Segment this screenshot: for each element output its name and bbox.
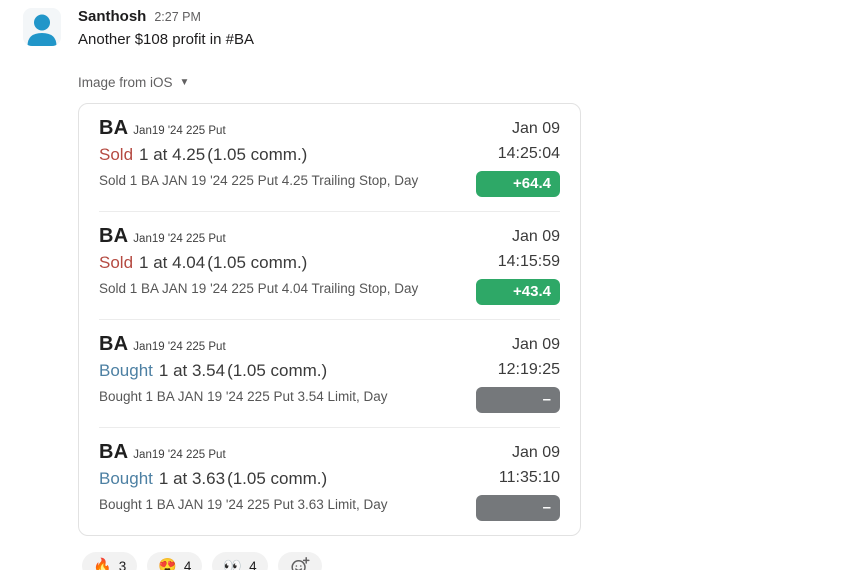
heart-eyes-emoji: 😍 bbox=[158, 557, 177, 570]
order-description: Bought 1 BA JAN 19 '24 225 Put 3.63 Limi… bbox=[99, 497, 388, 512]
trade-time: 14:15:59 bbox=[497, 253, 560, 270]
trade-time: 11:35:10 bbox=[498, 469, 560, 486]
reactions-bar: 🔥 3 😍 4 👀 4 bbox=[82, 552, 842, 570]
attachment-header: Image from iOS ▼ bbox=[78, 75, 581, 90]
message-timestamp[interactable]: 2:27 PM bbox=[154, 10, 201, 24]
message-text: Another $108 profit in #BA bbox=[78, 31, 254, 48]
trade-fill: 1 at 3.63 bbox=[158, 468, 226, 488]
trade-commission: (1.05 comm.) bbox=[207, 252, 308, 272]
reaction-count: 4 bbox=[183, 558, 192, 570]
trade-fill: 1 at 4.25 bbox=[139, 144, 206, 164]
slack-message: Santhosh 2:27 PM Another $108 profit in … bbox=[23, 8, 581, 536]
order-description: Sold 1 BA JAN 19 '24 225 Put 4.04 Traili… bbox=[99, 281, 419, 296]
message-header: Santhosh 2:27 PM bbox=[78, 8, 581, 26]
trade-date: Jan 09 bbox=[511, 120, 560, 137]
contract-name: Jan19 '24 225 Put bbox=[133, 233, 226, 245]
attachment-filename[interactable]: Image from iOS bbox=[78, 75, 173, 90]
trade-row: BA Jan19 '24 225 Put Bought 1 at 3.54 (1… bbox=[99, 319, 560, 427]
trade-row: BA Jan19 '24 225 Put Sold 1 at 4.25 (1.0… bbox=[99, 104, 560, 211]
trade-date: Jan 09 bbox=[511, 336, 560, 353]
trade-time: 14:25:04 bbox=[497, 145, 560, 162]
reaction-heart-eyes[interactable]: 😍 4 bbox=[147, 552, 203, 570]
trade-action: Bought bbox=[99, 360, 153, 380]
trade-commission: (1.05 comm.) bbox=[207, 144, 308, 164]
author-name[interactable]: Santhosh bbox=[78, 8, 147, 25]
trade-date: Jan 09 bbox=[511, 444, 560, 461]
pnl-badge: +43.4 bbox=[476, 279, 560, 305]
trade-fill: 1 at 4.04 bbox=[139, 252, 206, 272]
trade-fill: 1 at 3.54 bbox=[158, 360, 226, 380]
eyes-emoji: 👀 bbox=[223, 557, 243, 570]
reaction-count: 4 bbox=[249, 558, 257, 570]
pnl-badge: – bbox=[476, 495, 560, 521]
order-description: Sold 1 BA JAN 19 '24 225 Put 4.25 Traili… bbox=[99, 173, 419, 188]
avatar[interactable] bbox=[23, 8, 61, 46]
ticker-symbol: BA bbox=[99, 117, 129, 139]
ticker-symbol: BA bbox=[99, 441, 129, 463]
trade-commission: (1.05 comm.) bbox=[227, 468, 328, 488]
trade-action: Sold bbox=[99, 252, 134, 272]
fire-emoji: 🔥 bbox=[93, 557, 112, 570]
ticker-symbol: BA bbox=[99, 225, 129, 247]
contract-name: Jan19 '24 225 Put bbox=[133, 125, 226, 137]
contract-name: Jan19 '24 225 Put bbox=[133, 341, 226, 353]
order-description: Bought 1 BA JAN 19 '24 225 Put 3.54 Limi… bbox=[99, 389, 388, 404]
contract-name: Jan19 '24 225 Put bbox=[133, 449, 226, 461]
pnl-badge: – bbox=[476, 387, 560, 413]
attachment-image-trade-card[interactable]: BA Jan19 '24 225 Put Sold 1 at 4.25 (1.0… bbox=[78, 103, 581, 536]
trade-date: Jan 09 bbox=[511, 228, 560, 245]
add-reaction-button[interactable] bbox=[277, 552, 322, 570]
trade-action: Sold bbox=[99, 144, 134, 164]
reaction-count: 3 bbox=[118, 558, 127, 570]
reaction-fire[interactable]: 🔥 3 bbox=[82, 552, 138, 570]
reaction-eyes[interactable]: 👀 4 bbox=[212, 552, 268, 570]
add-reaction-icon bbox=[291, 557, 310, 570]
ticker-symbol: BA bbox=[99, 333, 129, 355]
trade-commission: (1.05 comm.) bbox=[227, 360, 328, 380]
chevron-down-icon[interactable]: ▼ bbox=[179, 77, 190, 88]
trade-action: Bought bbox=[99, 468, 153, 488]
trade-time: 12:19:25 bbox=[497, 361, 560, 378]
pnl-badge: +64.4 bbox=[476, 171, 560, 197]
trade-row: BA Jan19 '24 225 Put Bought 1 at 3.63 (1… bbox=[99, 427, 560, 535]
person-icon bbox=[23, 8, 61, 46]
trade-row: BA Jan19 '24 225 Put Sold 1 at 4.04 (1.0… bbox=[99, 211, 560, 319]
